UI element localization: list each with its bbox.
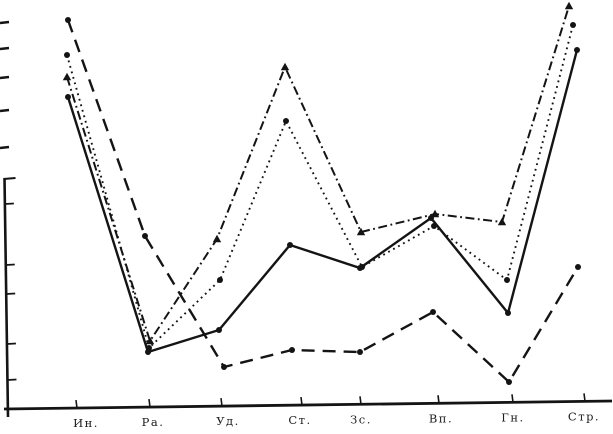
x-axis-tick bbox=[511, 394, 514, 403]
dash-dot-series-marker bbox=[62, 72, 72, 81]
solid-series-marker bbox=[357, 265, 363, 271]
solid-series-marker bbox=[65, 94, 71, 100]
dotted-series-marker bbox=[217, 277, 223, 283]
x-category-label: Ра. bbox=[142, 415, 165, 429]
dash-dot-series-marker bbox=[564, 1, 574, 10]
dotted-series-marker bbox=[504, 277, 510, 283]
dotted-series-marker bbox=[570, 22, 576, 28]
dotted-series-marker bbox=[283, 118, 289, 124]
solid-series-marker bbox=[145, 349, 151, 355]
y-axis-tick bbox=[6, 342, 16, 345]
long-dash-series-marker bbox=[357, 349, 363, 355]
solid-series-marker bbox=[428, 215, 434, 221]
x-category-label: Вп. bbox=[429, 411, 453, 425]
y-axis-tick bbox=[6, 292, 16, 295]
y-axis-top-cap bbox=[3, 177, 16, 180]
y-axis-edge-tick bbox=[0, 108, 10, 113]
x-category-label: Уд. bbox=[216, 414, 240, 428]
y-axis-edge-tick bbox=[0, 75, 10, 80]
x-category-label: Ст. bbox=[288, 413, 311, 427]
dash-dot-series-line bbox=[66, 5, 570, 344]
x-axis-tick bbox=[300, 396, 303, 406]
dotted-series-line bbox=[66, 24, 574, 350]
dotted-series-marker bbox=[64, 52, 70, 58]
dash-dot-series-marker bbox=[497, 217, 507, 226]
long-dash-series-marker bbox=[221, 364, 227, 370]
x-axis-tick bbox=[148, 398, 151, 408]
solid-series-marker bbox=[574, 47, 580, 53]
x-axis-tick bbox=[75, 399, 78, 409]
long-dash-series-marker bbox=[575, 264, 581, 270]
y-axis-edge-tick bbox=[0, 46, 10, 51]
x-category-label: Гн. bbox=[501, 410, 524, 424]
y-axis-tick bbox=[4, 202, 14, 205]
dash-dot-series-marker bbox=[356, 227, 366, 236]
long-dash-series-line bbox=[66, 19, 580, 384]
dash-dot-series-marker bbox=[145, 336, 155, 345]
y-axis-edge-tick bbox=[0, 20, 10, 25]
solid-series-marker bbox=[505, 310, 511, 316]
dash-dot-series-marker bbox=[212, 234, 222, 243]
y-axis-line bbox=[3, 177, 10, 418]
solid-series-line bbox=[66, 49, 579, 354]
x-category-label: Ин. bbox=[73, 416, 99, 430]
dotted-series-marker bbox=[431, 223, 437, 229]
long-dash-series-marker bbox=[289, 347, 295, 353]
x-axis-line bbox=[3, 399, 613, 411]
x-axis-tick bbox=[437, 395, 440, 404]
solid-series-marker bbox=[287, 242, 293, 248]
long-dash-series-marker bbox=[142, 233, 148, 239]
x-category-label: Зс. bbox=[350, 412, 372, 426]
solid-series-marker bbox=[216, 327, 222, 333]
long-dash-series-marker bbox=[506, 379, 512, 385]
long-dash-series-marker bbox=[65, 17, 71, 23]
dash-dot-series-marker bbox=[430, 209, 440, 218]
dash-dot-series-marker bbox=[280, 62, 290, 71]
y-axis-tick bbox=[7, 378, 17, 381]
y-axis-edge-tick bbox=[0, 145, 10, 150]
x-axis-tick bbox=[359, 396, 362, 405]
x-axis-tick bbox=[583, 393, 586, 402]
x-axis-tick bbox=[220, 398, 223, 407]
x-category-label: Стр. bbox=[568, 409, 600, 423]
long-dash-series-marker bbox=[430, 309, 436, 315]
y-axis-tick bbox=[5, 263, 15, 266]
